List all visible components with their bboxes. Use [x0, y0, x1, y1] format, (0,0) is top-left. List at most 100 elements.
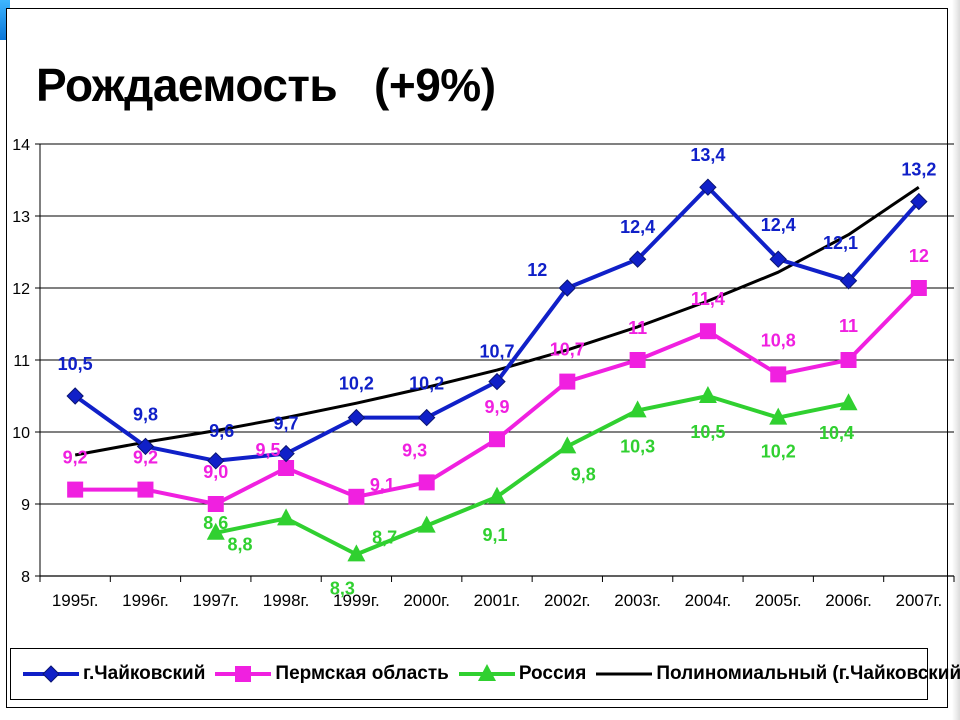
data-label: 9,2 [63, 448, 88, 468]
data-label: 9,2 [133, 448, 158, 468]
data-label: 8,6 [203, 513, 228, 533]
data-label: 12,4 [761, 215, 796, 235]
data-label: 9,1 [370, 475, 395, 495]
y-tick-label: 10 [12, 425, 30, 442]
y-tick-label: 14 [12, 137, 30, 154]
data-point [137, 481, 154, 498]
legend-marker [42, 665, 60, 683]
y-tick-label: 11 [13, 353, 30, 370]
legend-swatch-line-icon [596, 672, 653, 676]
data-label: 12 [527, 260, 547, 280]
data-label: 10,2 [409, 374, 444, 394]
series-line [75, 286, 921, 506]
chart-title: Рождаемость (+9%) [36, 59, 496, 111]
series-line [74, 185, 920, 457]
legend: г.Чайковский Пермская область Россия Пол… [10, 648, 960, 700]
data-label: 10,2 [339, 374, 374, 394]
x-tick-label: 2001г. [474, 591, 521, 610]
data-label: 13,4 [690, 145, 725, 165]
data-label: 9,1 [482, 525, 507, 545]
legend-label: г.Чайковский [83, 663, 206, 684]
data-point [698, 386, 717, 403]
data-point [417, 408, 436, 427]
data-point [489, 431, 505, 448]
x-tick-label: 2004г. [685, 591, 732, 610]
data-point [66, 387, 84, 405]
data-label: 9,5 [256, 440, 281, 460]
data-point [278, 460, 295, 476]
data-point [207, 452, 225, 470]
data-point [488, 486, 506, 504]
data-point [348, 488, 365, 505]
corner-accent [0, 0, 10, 40]
series-lines [66, 178, 928, 562]
data-point [347, 544, 366, 562]
x-tick-label: 2006г. [825, 591, 872, 610]
data-label: 8,7 [372, 528, 397, 548]
legend-label: Пермская область [275, 663, 449, 684]
axes: 8 9 10 11 12 13 14 1995г. 1996г. 1997г. 1998г. 1999… [12, 137, 955, 610]
data-label: 8,3 [330, 578, 355, 598]
legend-label: Полиномиальный (г.Чайковский ) [656, 663, 960, 684]
data-label: 12,1 [823, 233, 858, 253]
slide-edge-shadow [952, 0, 960, 720]
data-point [206, 522, 225, 540]
data-label: 9,3 [402, 440, 427, 460]
data-point [67, 481, 84, 498]
data-label: 10,3 [620, 436, 655, 456]
x-tick-label: 1998г. [263, 591, 310, 610]
data-label: 10,5 [690, 422, 725, 442]
data-point [136, 437, 155, 456]
y-tick-label: 9 [21, 497, 30, 514]
legend-label: Россия [518, 663, 587, 684]
x-tick-label: 1997г. [192, 591, 239, 610]
x-tick-label: 2005г. [755, 591, 802, 610]
data-point [207, 496, 224, 512]
x-tick-label: 1999г. [333, 591, 380, 610]
data-label: 9,8 [133, 404, 158, 424]
data-label: 11 [628, 318, 647, 338]
data-point [769, 250, 787, 268]
x-tick-label: 2003г. [614, 591, 661, 610]
data-label: 10,7 [479, 342, 514, 362]
data-labels: 10,5 9,8 9,6 9,7 10,2 10,2 10,7 12 12,4 13,4 12,4 1… [58, 145, 937, 598]
data-label: 13,2 [901, 160, 936, 180]
x-tick-label: 2002г. [544, 591, 591, 610]
data-point [910, 192, 928, 211]
y-tick-label: 13 [12, 209, 30, 226]
data-label: 11,4 [691, 289, 725, 309]
data-point [558, 436, 577, 454]
data-label: 9,0 [203, 462, 228, 482]
data-point [699, 323, 716, 340]
data-point [628, 400, 647, 418]
x-tick-label: 1995г. [52, 591, 99, 610]
data-label: 10,8 [761, 330, 796, 350]
series-line [215, 394, 849, 557]
legend-swatch-square-icon [215, 666, 272, 682]
data-label: 10,4 [819, 423, 854, 443]
data-point [840, 352, 857, 368]
data-point [839, 393, 858, 411]
data-label: 8,8 [228, 534, 253, 554]
legend-swatch-triangle-icon [458, 664, 515, 681]
y-tick-label: 12 [12, 281, 30, 298]
legend-item-perm-region: Пермская область [213, 662, 449, 686]
data-point [629, 352, 646, 368]
data-label: 11 [839, 316, 858, 336]
data-label: 9,7 [274, 414, 299, 434]
data-point [347, 408, 366, 427]
data-point [910, 280, 927, 296]
legend-item-chaykovsky: г.Чайковский [21, 662, 205, 686]
y-tick-label: 8 [21, 569, 30, 586]
data-point [418, 474, 435, 491]
data-point [277, 508, 296, 526]
data-point [628, 250, 647, 268]
data-point [277, 444, 295, 463]
data-point [839, 272, 858, 290]
legend-marker [235, 666, 252, 682]
legend-marker [477, 664, 496, 681]
data-label: 10,7 [550, 340, 585, 360]
data-label: 10,5 [58, 354, 93, 374]
x-tick-label: 2007г. [896, 591, 943, 610]
